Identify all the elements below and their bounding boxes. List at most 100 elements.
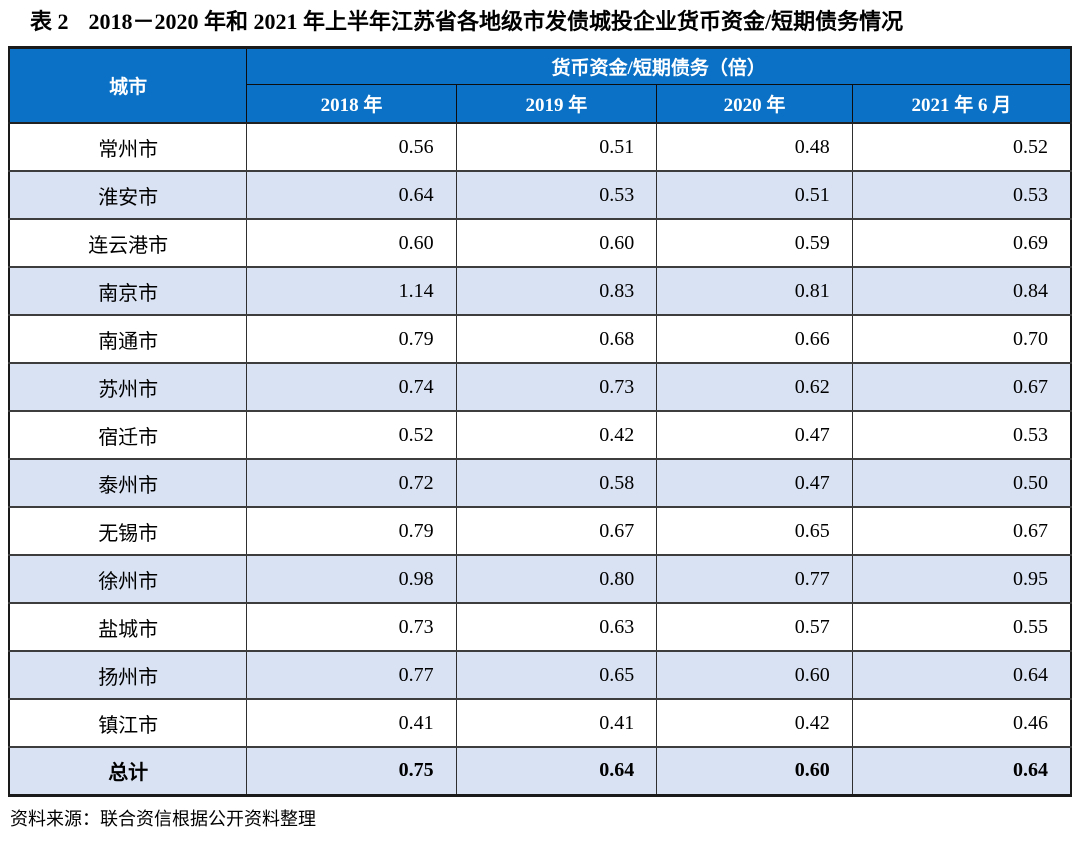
value-cell-2021: 0.67 (851, 506, 1072, 556)
value-cell-2021: 0.95 (851, 554, 1072, 604)
table-row: 泰州市 0.72 0.58 0.47 0.50 (8, 458, 1072, 508)
table-row: 无锡市 0.79 0.67 0.65 0.67 (8, 506, 1072, 556)
value-cell-2021: 0.52 (851, 122, 1072, 172)
column-header-city: 城市 (8, 46, 248, 124)
table-title: 表 2 2018－2020 年和 2021 年上半年江苏省各地级市发债城投企业货币… (8, 6, 1072, 46)
value-cell-2018: 0.79 (246, 314, 457, 364)
table-row: 盐城市 0.73 0.63 0.57 0.55 (8, 602, 1072, 652)
city-cell: 扬州市 (8, 650, 248, 700)
value-cell-2018: 0.73 (246, 602, 457, 652)
table-row: 南通市 0.79 0.68 0.66 0.70 (8, 314, 1072, 364)
city-cell: 苏州市 (8, 362, 248, 412)
value-cell-2018: 0.60 (246, 218, 457, 268)
city-cell: 无锡市 (8, 506, 248, 556)
city-cell: 总计 (8, 746, 248, 796)
value-cell-2019: 0.68 (455, 314, 658, 364)
table-row: 镇江市 0.41 0.41 0.42 0.46 (8, 698, 1072, 748)
table-title-text: 2018－2020 年和 2021 年上半年江苏省各地级市发债城投企业货币资金/… (88, 9, 904, 34)
value-cell-2019: 0.42 (455, 410, 658, 460)
table-row: 徐州市 0.98 0.80 0.77 0.95 (8, 554, 1072, 604)
column-header-2020: 2020 年 (656, 83, 853, 124)
table-header: 城市 货币资金/短期债务（倍） 2018 年 2019 年 2020 年 202… (8, 46, 1072, 124)
value-cell-2020: 0.47 (656, 458, 853, 508)
column-header-2019: 2019 年 (455, 83, 658, 124)
value-cell-2018: 0.72 (246, 458, 457, 508)
value-cell-2019: 0.65 (455, 650, 658, 700)
city-cell: 镇江市 (8, 698, 248, 748)
column-header-2021: 2021 年 6 月 (851, 83, 1072, 124)
city-cell: 淮安市 (8, 170, 248, 220)
value-cell-2021: 0.64 (851, 746, 1072, 796)
value-cell-2018: 0.64 (246, 170, 457, 220)
value-cell-2021: 0.70 (851, 314, 1072, 364)
table-row: 总计 0.75 0.64 0.60 0.64 (8, 746, 1072, 796)
value-cell-2018: 0.98 (246, 554, 457, 604)
value-cell-2018: 0.77 (246, 650, 457, 700)
table-row: 常州市 0.56 0.51 0.48 0.52 (8, 122, 1072, 172)
table-row: 宿迁市 0.52 0.42 0.47 0.53 (8, 410, 1072, 460)
value-cell-2019: 0.58 (455, 458, 658, 508)
value-cell-2019: 0.60 (455, 218, 658, 268)
city-cell: 南京市 (8, 266, 248, 316)
table-row: 苏州市 0.74 0.73 0.62 0.67 (8, 362, 1072, 412)
city-cell: 连云港市 (8, 218, 248, 268)
data-table: 城市 货币资金/短期债务（倍） 2018 年 2019 年 2020 年 202… (8, 45, 1072, 797)
table-title-label: 表 2 (30, 9, 69, 34)
value-cell-2021: 0.50 (851, 458, 1072, 508)
value-cell-2018: 0.75 (246, 746, 457, 796)
column-header-2018: 2018 年 (246, 83, 457, 124)
value-cell-2020: 0.66 (656, 314, 853, 364)
value-cell-2020: 0.65 (656, 506, 853, 556)
column-group-header: 货币资金/短期债务（倍） (246, 46, 1072, 85)
value-cell-2019: 0.64 (455, 746, 658, 796)
city-cell: 泰州市 (8, 458, 248, 508)
value-cell-2019: 0.53 (455, 170, 658, 220)
value-cell-2018: 1.14 (246, 266, 457, 316)
value-cell-2020: 0.77 (656, 554, 853, 604)
value-cell-2020: 0.60 (656, 746, 853, 796)
value-cell-2020: 0.60 (656, 650, 853, 700)
city-cell: 徐州市 (8, 554, 248, 604)
value-cell-2020: 0.51 (656, 170, 853, 220)
value-cell-2020: 0.62 (656, 362, 853, 412)
value-cell-2018: 0.79 (246, 506, 457, 556)
value-cell-2021: 0.67 (851, 362, 1072, 412)
value-cell-2019: 0.51 (455, 122, 658, 172)
value-cell-2019: 0.83 (455, 266, 658, 316)
value-cell-2019: 0.67 (455, 506, 658, 556)
table-body: 常州市 0.56 0.51 0.48 0.52 淮安市 0.64 0.53 0.… (8, 122, 1072, 796)
value-cell-2021: 0.53 (851, 410, 1072, 460)
city-cell: 盐城市 (8, 602, 248, 652)
city-cell: 南通市 (8, 314, 248, 364)
source-note: 资料来源：联合资信根据公开资料整理 (10, 808, 316, 829)
value-cell-2021: 0.53 (851, 170, 1072, 220)
city-cell: 宿迁市 (8, 410, 248, 460)
value-cell-2020: 0.81 (656, 266, 853, 316)
table-row: 扬州市 0.77 0.65 0.60 0.64 (8, 650, 1072, 700)
value-cell-2019: 0.80 (455, 554, 658, 604)
value-cell-2018: 0.41 (246, 698, 457, 748)
value-cell-2020: 0.48 (656, 122, 853, 172)
value-cell-2021: 0.69 (851, 218, 1072, 268)
value-cell-2019: 0.63 (455, 602, 658, 652)
value-cell-2019: 0.41 (455, 698, 658, 748)
value-cell-2018: 0.56 (246, 122, 457, 172)
value-cell-2021: 0.64 (851, 650, 1072, 700)
header-group-row: 城市 货币资金/短期债务（倍） (8, 46, 1072, 124)
value-cell-2021: 0.55 (851, 602, 1072, 652)
table-row: 淮安市 0.64 0.53 0.51 0.53 (8, 170, 1072, 220)
city-cell: 常州市 (8, 122, 248, 172)
header-years-row: 2018 年 2019 年 2020 年 2021 年 6 月 (9, 83, 1072, 124)
value-cell-2020: 0.47 (656, 410, 853, 460)
value-cell-2020: 0.42 (656, 698, 853, 748)
value-cell-2018: 0.52 (246, 410, 457, 460)
value-cell-2019: 0.73 (455, 362, 658, 412)
table-row: 南京市 1.14 0.83 0.81 0.84 (8, 266, 1072, 316)
value-cell-2021: 0.46 (851, 698, 1072, 748)
value-cell-2021: 0.84 (851, 266, 1072, 316)
table-row: 连云港市 0.60 0.60 0.59 0.69 (8, 218, 1072, 268)
value-cell-2018: 0.74 (246, 362, 457, 412)
value-cell-2020: 0.57 (656, 602, 853, 652)
value-cell-2020: 0.59 (656, 218, 853, 268)
